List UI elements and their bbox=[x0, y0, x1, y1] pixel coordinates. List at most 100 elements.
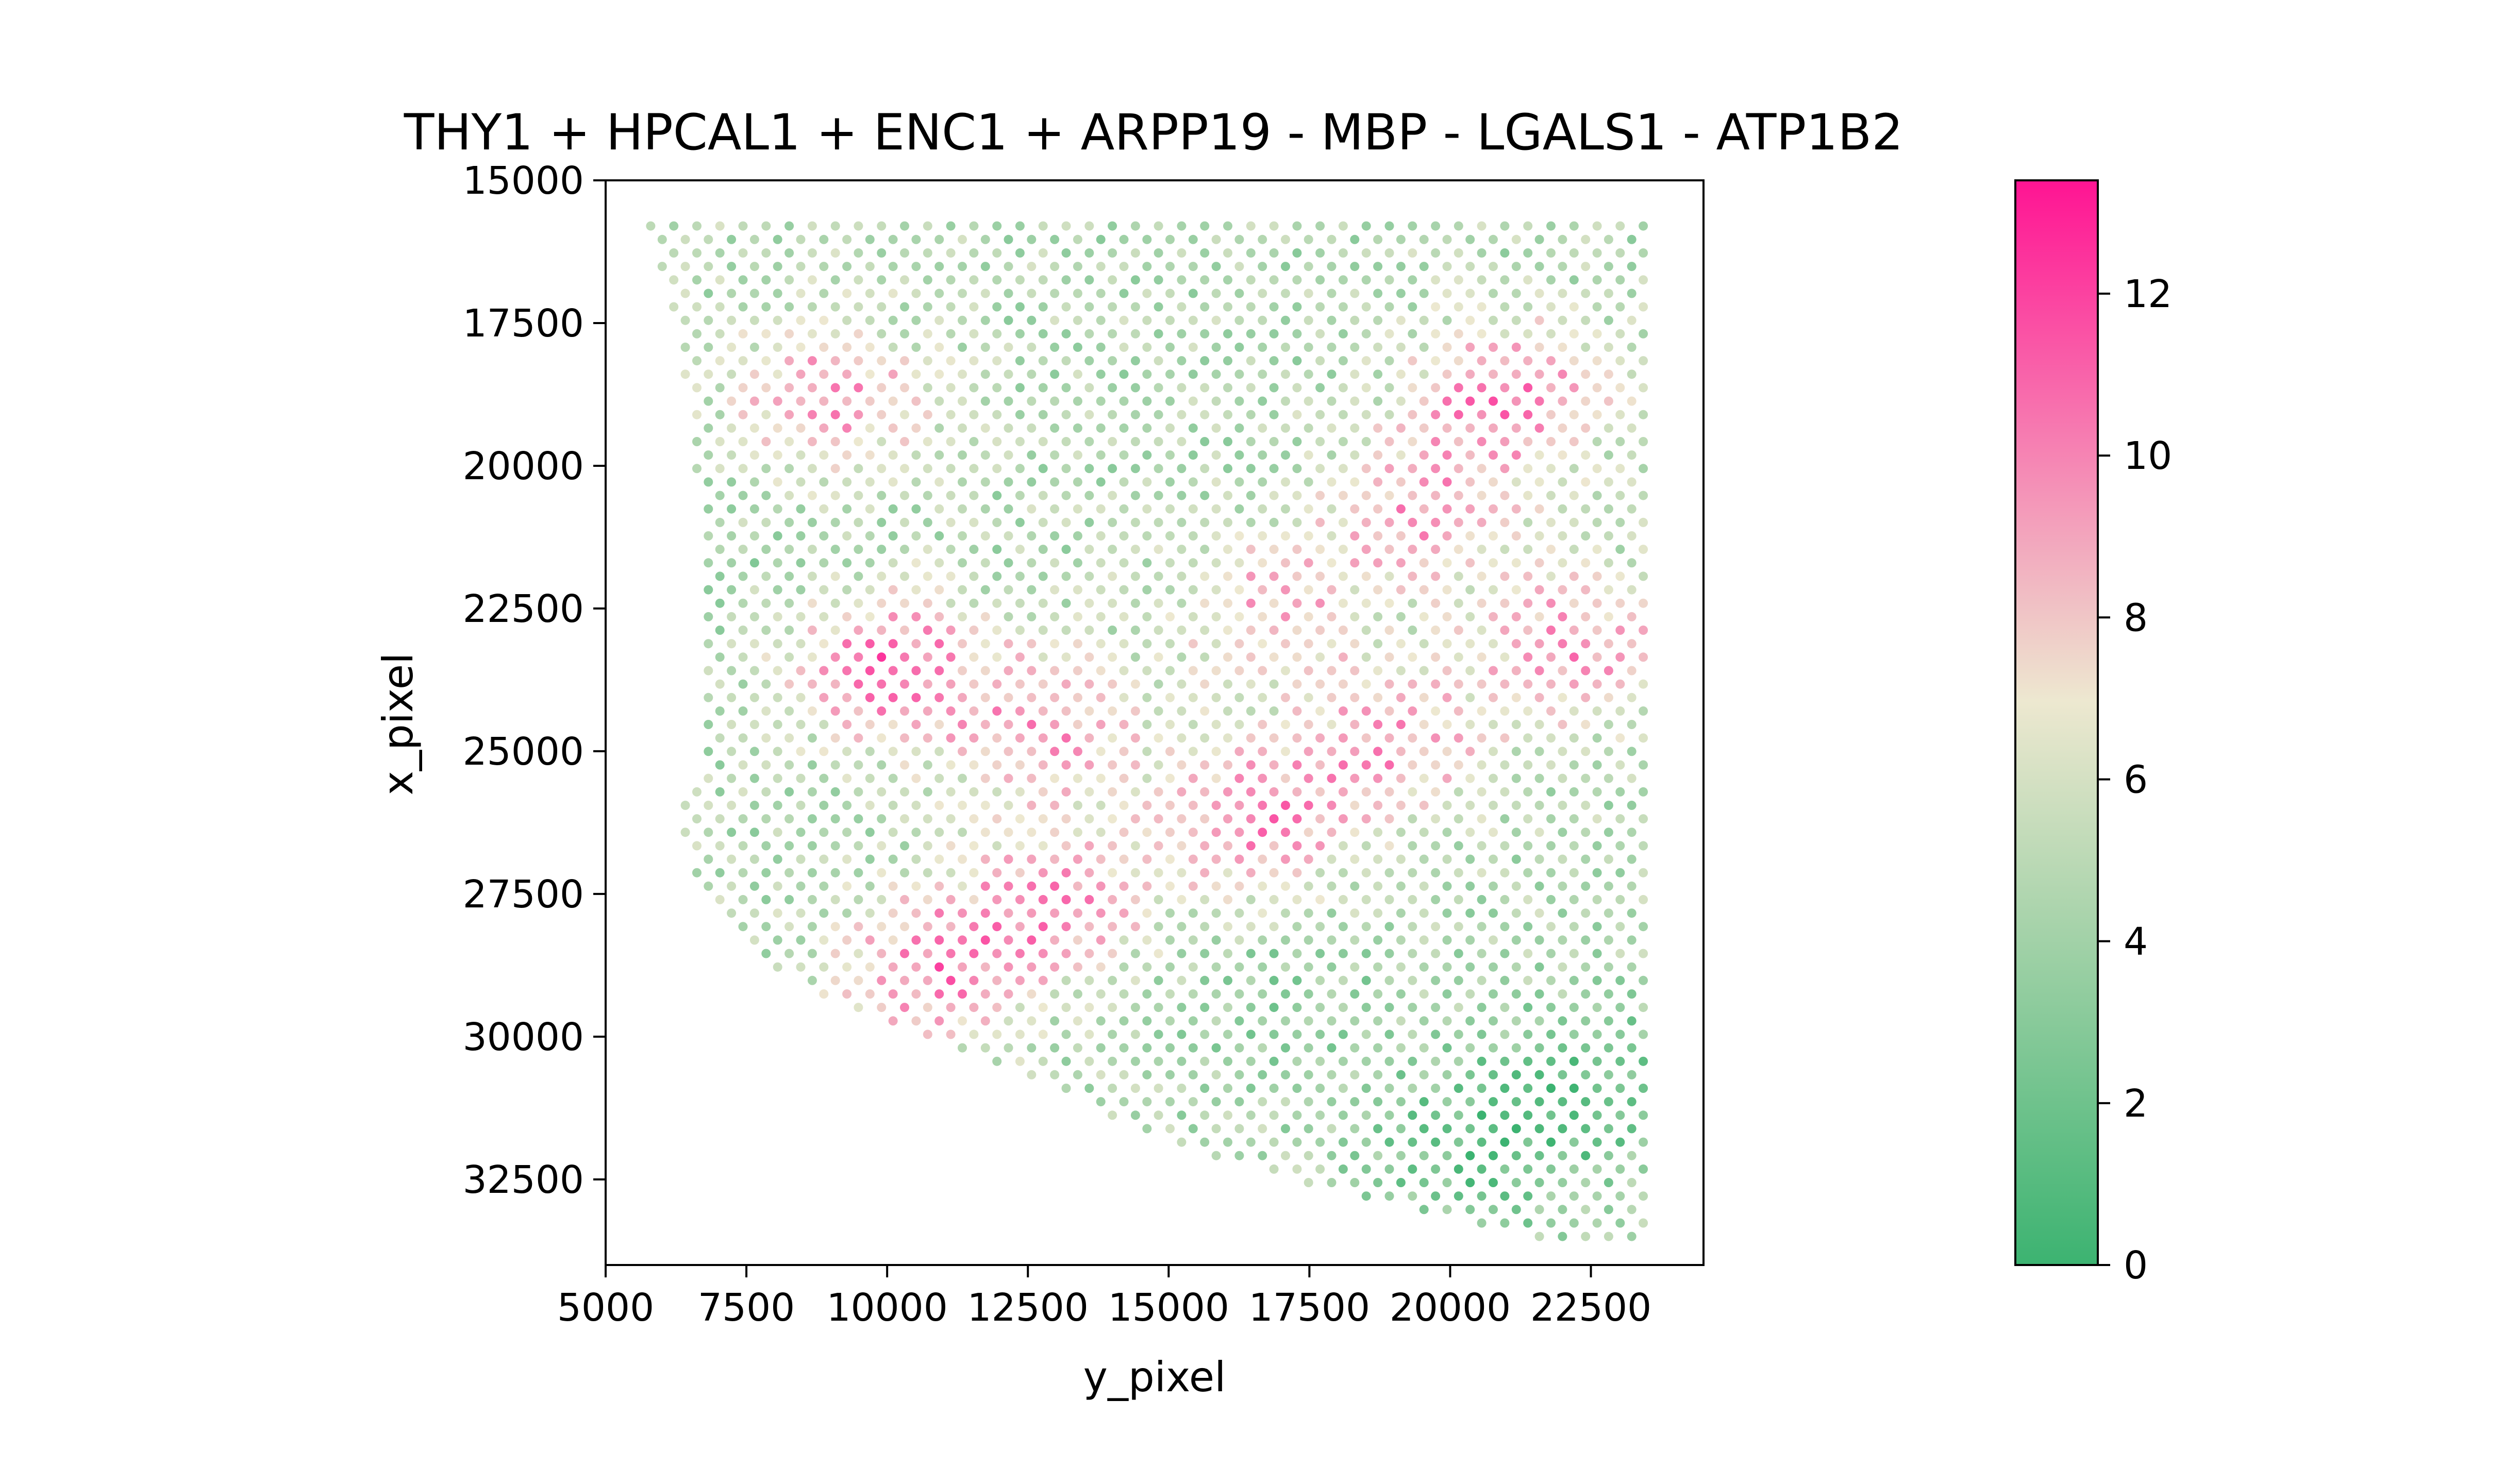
scatter-point bbox=[761, 895, 771, 904]
scatter-point bbox=[704, 747, 713, 756]
scatter-point bbox=[1327, 234, 1337, 244]
colorbar-frame bbox=[2014, 179, 2099, 1266]
scatter-point bbox=[715, 787, 725, 797]
scatter-point bbox=[1119, 1043, 1129, 1053]
scatter-point bbox=[1500, 1164, 1510, 1174]
scatter-point bbox=[738, 248, 748, 258]
scatter-point bbox=[1454, 410, 1463, 419]
scatter-point bbox=[842, 289, 852, 298]
scatter-point bbox=[1361, 787, 1371, 797]
scatter-point bbox=[1500, 221, 1510, 231]
scatter-point bbox=[1154, 975, 1163, 985]
scatter-point bbox=[830, 733, 840, 743]
scatter-point bbox=[1592, 491, 1602, 500]
scatter-point bbox=[738, 868, 748, 878]
scatter-point bbox=[1327, 720, 1337, 729]
scatter-point bbox=[1581, 531, 1591, 541]
scatter-point bbox=[842, 666, 852, 676]
scatter-point bbox=[1442, 1043, 1452, 1053]
scatter-point bbox=[1534, 1205, 1544, 1215]
scatter-point bbox=[1500, 787, 1510, 797]
scatter-point bbox=[830, 814, 840, 824]
scatter-point bbox=[807, 517, 817, 527]
scatter-point bbox=[946, 679, 956, 689]
scatter-point bbox=[1292, 1164, 1302, 1174]
scatter-point bbox=[1338, 1137, 1348, 1147]
scatter-point bbox=[1188, 369, 1198, 379]
scatter-point bbox=[1338, 787, 1348, 797]
scatter-point bbox=[969, 1003, 979, 1013]
scatter-point bbox=[1373, 800, 1383, 810]
scatter-point bbox=[1327, 693, 1337, 702]
scatter-point bbox=[1050, 423, 1060, 433]
scatter-point bbox=[1384, 679, 1394, 689]
scatter-point bbox=[1511, 773, 1521, 783]
scatter-point bbox=[900, 760, 909, 770]
scatter-point bbox=[1061, 679, 1071, 689]
scatter-point bbox=[958, 639, 967, 649]
scatter-point bbox=[969, 679, 979, 689]
scatter-point bbox=[1038, 841, 1048, 851]
scatter-point bbox=[1154, 787, 1163, 797]
scatter-point bbox=[1084, 248, 1094, 258]
scatter-point bbox=[1431, 275, 1441, 285]
scatter-point bbox=[784, 895, 794, 904]
scatter-point bbox=[1604, 747, 1613, 756]
scatter-point bbox=[1315, 1056, 1325, 1066]
scatter-point bbox=[1027, 773, 1037, 783]
scatter-point bbox=[1592, 517, 1602, 527]
scatter-point bbox=[1327, 908, 1337, 918]
scatter-point bbox=[1258, 908, 1267, 918]
scatter-point bbox=[1223, 491, 1232, 500]
scatter-point bbox=[1165, 1124, 1175, 1134]
scatter-point bbox=[1419, 881, 1429, 891]
scatter-point bbox=[1119, 693, 1129, 702]
scatter-point bbox=[796, 854, 806, 864]
scatter-point bbox=[819, 423, 829, 433]
scatter-point bbox=[1500, 248, 1510, 258]
scatter-point bbox=[1627, 450, 1636, 460]
scatter-point bbox=[1431, 1110, 1441, 1120]
scatter-point bbox=[715, 248, 725, 258]
scatter-point bbox=[1558, 1178, 1567, 1187]
scatter-point bbox=[1592, 275, 1602, 285]
scatter-point bbox=[704, 828, 713, 837]
scatter-point bbox=[992, 410, 1002, 419]
scatter-point bbox=[1315, 706, 1325, 716]
scatter-point bbox=[1639, 975, 1648, 985]
scatter-point bbox=[819, 289, 829, 298]
scatter-point bbox=[1130, 841, 1140, 851]
scatter-point bbox=[1546, 922, 1556, 932]
scatter-point bbox=[749, 450, 759, 460]
scatter-point bbox=[680, 289, 690, 298]
scatter-point bbox=[807, 464, 817, 474]
scatter-point bbox=[1489, 315, 1498, 325]
scatter-point bbox=[1454, 383, 1463, 393]
scatter-point bbox=[1027, 558, 1037, 568]
scatter-point bbox=[1431, 1164, 1441, 1174]
scatter-point bbox=[958, 612, 967, 621]
scatter-point bbox=[1465, 423, 1475, 433]
scatter-point bbox=[854, 841, 863, 851]
scatter-point bbox=[727, 450, 737, 460]
scatter-point bbox=[1234, 558, 1244, 568]
scatter-point bbox=[1604, 935, 1613, 945]
scatter-point bbox=[958, 585, 967, 595]
scatter-point bbox=[1639, 329, 1648, 339]
scatter-point bbox=[923, 248, 932, 258]
scatter-point bbox=[830, 787, 840, 797]
scatter-point bbox=[958, 450, 967, 460]
scatter-point bbox=[1569, 1164, 1579, 1174]
scatter-point bbox=[1350, 1151, 1360, 1160]
scatter-point bbox=[1061, 652, 1071, 662]
scatter-point bbox=[1511, 612, 1521, 621]
scatter-point bbox=[1569, 922, 1579, 932]
scatter-point bbox=[1142, 693, 1152, 702]
scatter-point bbox=[1396, 747, 1406, 756]
scatter-point bbox=[1534, 369, 1544, 379]
scatter-point bbox=[1408, 302, 1417, 312]
scatter-point bbox=[784, 464, 794, 474]
scatter-point bbox=[1188, 1070, 1198, 1080]
scatter-point bbox=[1223, 464, 1232, 474]
scatter-point bbox=[1050, 881, 1060, 891]
